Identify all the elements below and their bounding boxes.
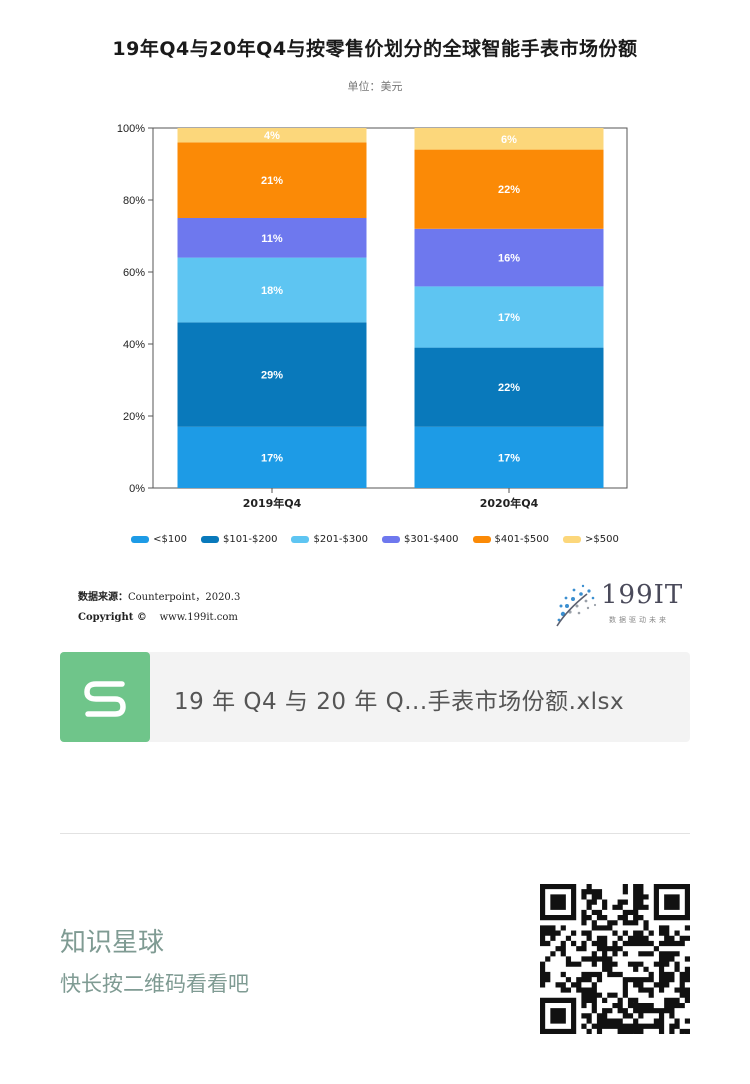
legend-swatch (200, 536, 219, 543)
bar-segment (177, 142, 367, 218)
data-label: 22% (498, 184, 520, 196)
data-label: 17% (498, 452, 520, 464)
stacked-bar-chart: 0% 20% 40% 60% 80% 100% 17% 29% 18% 11% 21% 4% 2019年… (117, 123, 628, 510)
y-tick-label: 80% (123, 195, 145, 207)
file-name: 19 年 Q4 与 20 年 Q...手表市场份额.xlsx (174, 689, 625, 715)
y-tick-label: 60% (123, 267, 145, 279)
x-tick-label: 2020年Q4 (480, 496, 539, 510)
bar-segment (414, 426, 604, 488)
data-label: 21% (261, 175, 283, 187)
data-label: 17% (498, 312, 520, 324)
data-label: 22% (498, 382, 520, 394)
y-tick-label: 20% (123, 411, 145, 423)
bar-segment (177, 322, 367, 427)
brand-logo: 199IT 数据驱动未来 (553, 578, 683, 628)
data-label: 17% (261, 452, 283, 464)
legend-label: <$100 (153, 534, 187, 545)
legend-item: $101-$200 (200, 534, 278, 545)
y-tick-label: 100% (117, 123, 145, 135)
bar-segment (177, 426, 367, 488)
legend-swatch (563, 536, 582, 543)
bar-segment (414, 347, 604, 427)
bar-segment (177, 218, 367, 258)
data-label: 16% (498, 253, 520, 265)
bar-segment (177, 257, 367, 323)
bar-segment (414, 128, 604, 150)
legend-item: $301-$400 (382, 534, 459, 545)
legend-swatch (131, 536, 150, 543)
promo-subtitle: 快长按二维码看看吧 (60, 972, 249, 996)
source-note: 数据来源：Counterpoint，2020.3 Copyright © www… (78, 588, 240, 628)
legend-item: $401-$500 (472, 534, 550, 545)
chart-title: 19年Q4与20年Q4与按零售价划分的全球智能手表市场份额 (112, 38, 638, 60)
data-label: 4% (264, 130, 280, 142)
chart-legend: <$100 $101-$200 $201-$300 $301-$400 $401-$50… (0, 534, 750, 545)
legend-swatch (472, 536, 491, 543)
legend-label: >$500 (585, 534, 619, 545)
logo-text: 199IT (601, 580, 684, 610)
source-value: Counterpoint，2020.3 (128, 592, 241, 603)
qr-modules (540, 884, 690, 1034)
legend-item: >$500 (563, 534, 619, 545)
legend-swatch (291, 536, 310, 543)
logo-tagline: 数据驱动未来 (609, 616, 669, 624)
file-attachment-card[interactable]: 19 年 Q4 与 20 年 Q...手表市场份额.xlsx (60, 652, 690, 742)
chart-subtitle: 单位：美元 (347, 80, 403, 93)
legend-swatch (382, 536, 400, 543)
dandelion-logo-icon (556, 584, 597, 627)
copyright-label: Copyright © (78, 612, 147, 623)
legend-item: <$100 (131, 534, 187, 545)
data-label: 11% (261, 233, 283, 245)
y-tick-label: 0% (129, 483, 145, 495)
legend-item: $201-$300 (291, 534, 368, 545)
data-label: 29% (261, 370, 283, 382)
legend-label: $301-$400 (404, 534, 459, 545)
spreadsheet-s-icon (60, 652, 150, 742)
legend-label: $201-$300 (313, 534, 368, 545)
bar-segment (414, 228, 604, 287)
source-label: 数据来源： (78, 592, 128, 603)
divider (60, 833, 690, 834)
source-site: www.199it.com (159, 612, 238, 623)
data-label: 18% (261, 285, 283, 297)
data-label: 6% (501, 134, 517, 146)
bar-segment (414, 149, 604, 229)
legend-label: $101-$200 (222, 534, 278, 545)
qr-code-icon[interactable] (540, 884, 690, 1034)
bar-segment (414, 286, 604, 348)
y-tick-label: 40% (123, 339, 145, 351)
legend-label: $401-$500 (494, 534, 550, 545)
promo-title: 知识星球 (60, 928, 165, 958)
x-tick-label: 2019年Q4 (243, 496, 302, 510)
bar-segment (177, 128, 367, 143)
